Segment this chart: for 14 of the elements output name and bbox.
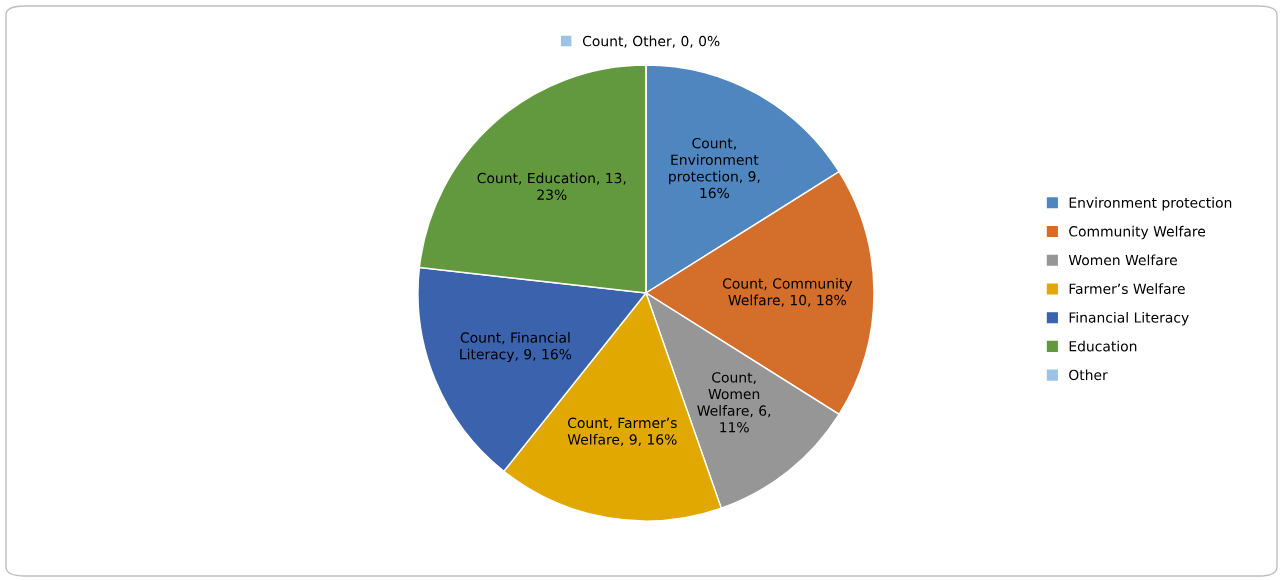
- legend-label: Women Welfare: [1068, 254, 1177, 266]
- legend-label: Community Welfare: [1069, 225, 1206, 240]
- legend-label: Education: [1069, 340, 1137, 352]
- legend-label: Financial Literacy: [1069, 312, 1189, 326]
- legend-label: Environment protection: [1069, 197, 1232, 211]
- data-label: Count, Financial Literacy, 9, 16%: [460, 332, 572, 363]
- data-label: Count, Women Welfare, 6, 11%: [697, 372, 771, 433]
- data-label: Count, Farmer’s Welfare, 9, 16%: [567, 417, 677, 447]
- data-label: Count, Environment protection, 9, 16%: [669, 137, 760, 199]
- legend-label: Other: [1069, 369, 1108, 381]
- legend-label: Farmer’s Welfare: [1069, 283, 1185, 295]
- text: Count, Other, 0, 0%: [582, 35, 720, 48]
- data-label: Count, Education, 13, 23%: [477, 172, 626, 200]
- data-label: Count, Community Welfare, 10, 18%: [722, 277, 853, 307]
